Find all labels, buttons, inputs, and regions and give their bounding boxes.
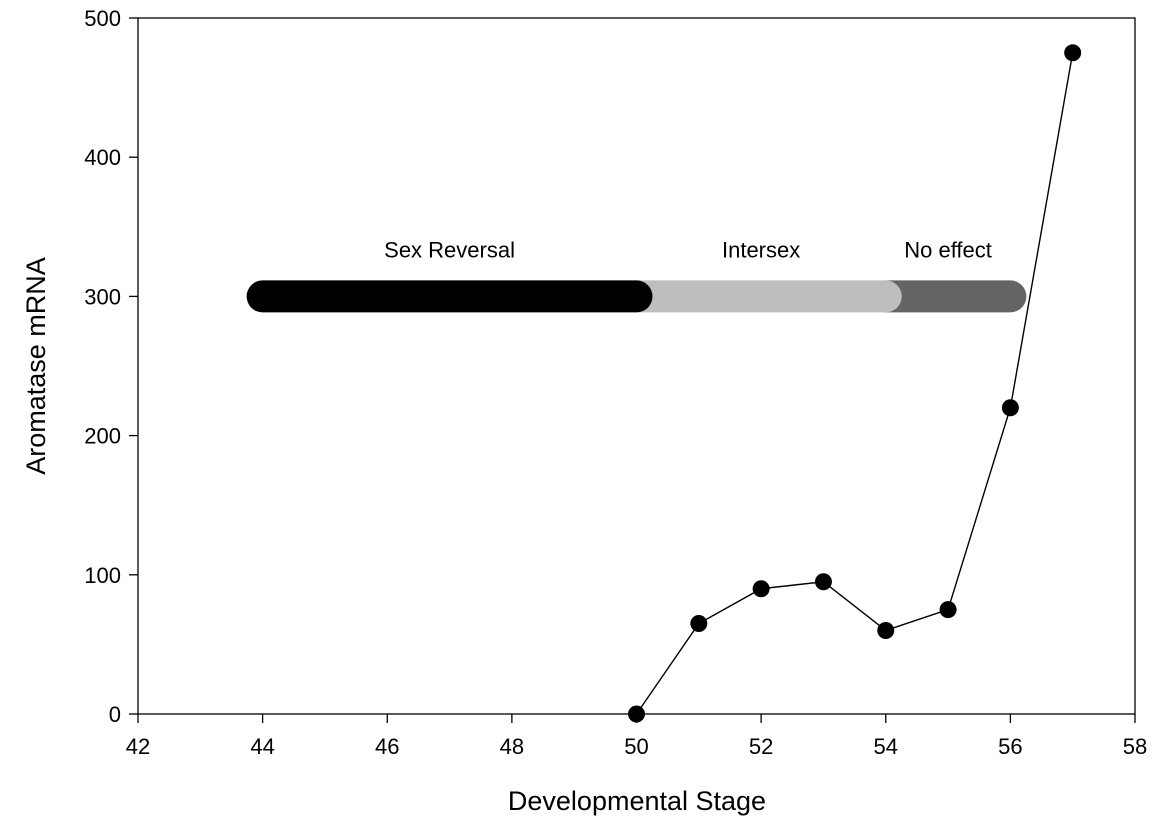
x-tick-label: 56 — [998, 734, 1022, 759]
y-axis-title: Aromatase mRNA — [21, 257, 51, 475]
x-tick-label: 48 — [500, 734, 524, 759]
x-axis-title: Developmental Stage — [508, 786, 766, 816]
x-tick-label: 50 — [624, 734, 648, 759]
x-tick-label: 58 — [1123, 734, 1147, 759]
x-tick-label: 52 — [749, 734, 773, 759]
y-tick-label: 500 — [84, 6, 121, 31]
data-point — [690, 615, 708, 633]
stage-band-label: Sex Reversal — [384, 237, 515, 262]
stage-band-label: Intersex — [722, 237, 800, 262]
x-tick-label: 54 — [874, 734, 898, 759]
data-point — [939, 601, 957, 619]
stage-band-labels: Sex Reversal Intersex No effect — [384, 237, 992, 262]
x-tick-label: 42 — [126, 734, 150, 759]
plot-frame — [137, 17, 1136, 715]
data-series — [628, 44, 1082, 723]
x-tick-label: 44 — [250, 734, 274, 759]
y-tick-label: 100 — [84, 563, 121, 588]
axes: 42 44 46 48 50 52 54 56 58 0 100 200 300 400 500 — [84, 6, 1147, 759]
y-tick-label: 300 — [84, 284, 121, 309]
data-point — [814, 573, 832, 591]
x-tick-label: 46 — [375, 734, 399, 759]
series-line — [635, 52, 1074, 715]
data-point — [877, 621, 895, 639]
data-point — [752, 580, 770, 598]
y-tick-label: 0 — [109, 702, 121, 727]
y-tick-label: 400 — [84, 145, 121, 170]
data-point — [1001, 399, 1019, 417]
data-point — [1064, 44, 1082, 62]
stage-band-label: No effect — [904, 237, 992, 262]
y-tick-label: 200 — [84, 424, 121, 449]
